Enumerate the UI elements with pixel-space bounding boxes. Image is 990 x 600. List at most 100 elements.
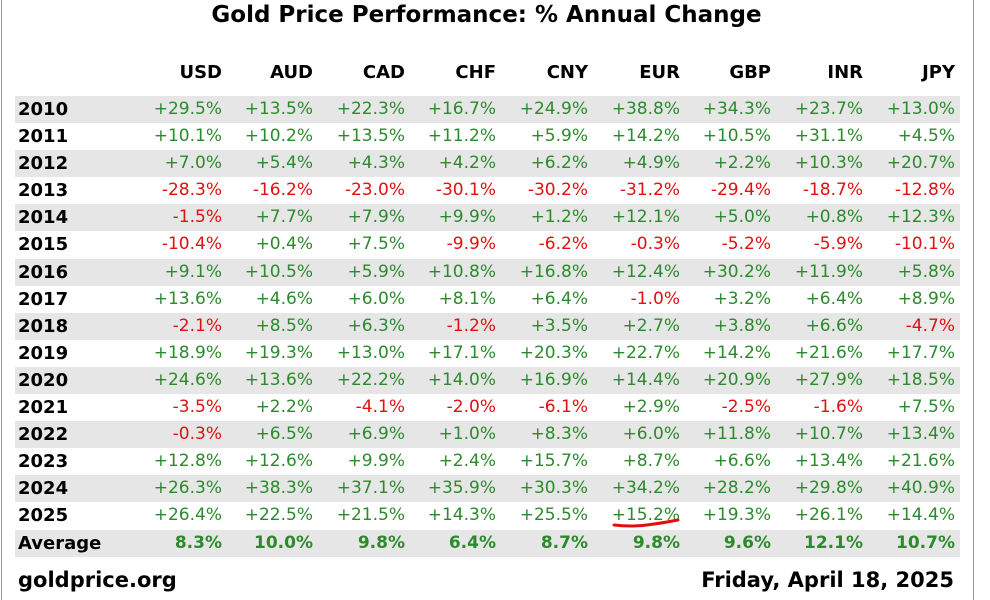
table-row: 2024 +26.3% +38.3% +37.1% +35.9% +30.3% +34.2%… xyxy=(15,475,960,503)
value-cell-chf: +14.3% xyxy=(427,505,496,526)
value-cell-cad: +21.5% xyxy=(336,505,405,526)
value-cell-jpy: -4.7% xyxy=(905,315,955,336)
value-cell-jpy: +13.4% xyxy=(886,424,955,445)
column-header-inr: INR xyxy=(827,62,863,83)
value-cell-cny: -30.2% xyxy=(527,180,588,201)
value-cell-chf: 6.4% xyxy=(448,532,496,553)
value-cell-aud: +10.5% xyxy=(244,261,313,282)
value-cell-gbp: +19.3% xyxy=(702,505,771,526)
value-cell-usd: +26.3% xyxy=(153,478,222,499)
value-cell-jpy: +8.9% xyxy=(897,288,955,309)
value-cell-gbp: +11.8% xyxy=(702,424,771,445)
table-row: 2021 -3.5% +2.2% -4.1% -2.0% -6.1% +2.9% -2.5% -… xyxy=(15,394,960,421)
value-cell-chf: +10.8% xyxy=(427,261,496,282)
value-cell-eur: +12.4% xyxy=(611,261,680,282)
value-cell-gbp: -5.2% xyxy=(721,234,771,255)
row-label: 2020 xyxy=(18,369,69,391)
value-cell-chf: -9.9% xyxy=(446,234,496,255)
value-cell-gbp: -29.4% xyxy=(710,180,771,201)
value-cell-aud: +2.2% xyxy=(255,397,313,418)
value-cell-usd: +24.6% xyxy=(153,369,222,390)
column-header-cad: CAD xyxy=(362,62,405,83)
value-cell-cad: -23.0% xyxy=(344,180,405,201)
value-cell-gbp: +30.2% xyxy=(702,261,771,282)
value-cell-cad: +13.5% xyxy=(336,126,405,147)
value-cell-inr: +27.9% xyxy=(794,369,863,390)
value-cell-inr: +11.9% xyxy=(794,261,863,282)
value-cell-aud: +38.3% xyxy=(244,478,313,499)
value-cell-gbp: +14.2% xyxy=(702,342,771,363)
value-cell-aud: +0.4% xyxy=(255,234,313,255)
value-cell-cad: 9.8% xyxy=(357,532,405,553)
row-label: 2018 xyxy=(18,315,69,337)
value-cell-chf: +16.7% xyxy=(427,99,496,119)
row-label: 2014 xyxy=(18,207,69,229)
value-cell-eur: +8.7% xyxy=(622,451,680,472)
value-cell-jpy: +12.3% xyxy=(886,207,955,228)
value-cell-inr: +6.6% xyxy=(805,315,863,336)
row-label: 2011 xyxy=(18,126,69,148)
value-cell-eur: -31.2% xyxy=(619,180,680,201)
value-cell-jpy: +14.4% xyxy=(886,505,955,526)
table-row: 2016 +9.1% +10.5% +5.9% +10.8% +16.8% +12.4% +3… xyxy=(15,258,960,286)
value-cell-usd: -2.1% xyxy=(172,315,222,336)
value-cell-inr: +13.4% xyxy=(794,451,863,472)
value-cell-cad: +22.2% xyxy=(336,369,405,390)
table-row: 2011 +10.1% +10.2% +13.5% +11.2% +5.9% +14.2% +… xyxy=(15,123,960,150)
column-header-chf: CHF xyxy=(455,62,496,83)
column-header-usd: USD xyxy=(179,62,222,83)
value-cell-usd: +29.5% xyxy=(153,99,222,119)
value-cell-aud: 10.0% xyxy=(254,532,313,553)
table-row: 2015 -10.4% +0.4% +7.5% -9.9% -6.2% -0.3% -5.2%… xyxy=(15,231,960,258)
value-cell-cny: -6.1% xyxy=(538,397,588,418)
value-cell-gbp: +6.6% xyxy=(713,451,771,472)
value-cell-jpy: -10.1% xyxy=(894,234,955,255)
value-cell-inr: 12.1% xyxy=(804,532,863,553)
value-cell-cad: +9.9% xyxy=(347,451,405,472)
red-underline-annotation xyxy=(612,518,680,528)
row-label: 2010 xyxy=(18,99,69,120)
value-cell-chf: +2.4% xyxy=(438,451,496,472)
value-cell-jpy: +20.7% xyxy=(886,153,955,174)
row-label: 2024 xyxy=(18,478,69,500)
value-cell-jpy: +17.7% xyxy=(886,342,955,363)
row-label: 2016 xyxy=(18,261,69,283)
value-cell-eur: +14.4% xyxy=(611,369,680,390)
table-row: 2014 -1.5% +7.7% +7.9% +9.9% +1.2% +12.1% +5.0%… xyxy=(15,204,960,232)
value-cell-cny: +1.2% xyxy=(530,207,588,228)
column-header-aud: AUD xyxy=(270,62,313,83)
value-cell-cny: +3.5% xyxy=(530,315,588,336)
table-row: 2025 +26.4% +22.5% +21.5% +14.3% +25.5% +15.2%… xyxy=(15,502,960,529)
column-header-jpy: JPY xyxy=(922,62,955,83)
value-cell-eur: +2.9% xyxy=(622,397,680,418)
value-cell-usd: -3.5% xyxy=(172,397,222,418)
value-cell-aud: +19.3% xyxy=(244,342,313,363)
value-cell-gbp: 9.6% xyxy=(723,532,771,553)
value-cell-aud: +4.6% xyxy=(255,288,313,309)
value-cell-inr: -1.6% xyxy=(813,397,863,418)
value-cell-gbp: +28.2% xyxy=(702,478,771,499)
value-cell-gbp: +34.3% xyxy=(702,99,771,119)
value-cell-chf: +8.1% xyxy=(438,288,496,309)
table-row: 2010 +29.5% +13.5% +22.3% +16.7% +24.9% +38.8%… xyxy=(15,96,960,124)
value-cell-cad: -4.1% xyxy=(355,397,405,418)
row-label: Average xyxy=(18,532,102,554)
value-cell-eur: -0.3% xyxy=(630,234,680,255)
row-label: 2022 xyxy=(18,424,69,446)
value-cell-eur: +15.2% xyxy=(611,505,680,526)
row-label: 2025 xyxy=(18,505,69,527)
header-row: USD AUD CAD CHF CNY EUR GBP INR JPY xyxy=(15,58,960,88)
value-cell-aud: +10.2% xyxy=(244,126,313,147)
value-cell-usd: -28.3% xyxy=(161,180,222,201)
value-cell-gbp: +3.8% xyxy=(713,315,771,336)
table-row: 2018 -2.1% +8.5% +6.3% -1.2% +3.5% +2.7% +3.8% +… xyxy=(15,312,960,340)
value-cell-usd: +7.0% xyxy=(164,153,222,174)
value-cell-inr: +0.8% xyxy=(805,207,863,228)
value-cell-eur: -1.0% xyxy=(630,288,680,309)
value-cell-chf: +11.2% xyxy=(427,126,496,147)
table-row: 2019 +18.9% +19.3% +13.0% +17.1% +20.3% +22.7%… xyxy=(15,340,960,367)
value-cell-cad: +6.0% xyxy=(347,288,405,309)
value-cell-cny: +6.2% xyxy=(530,153,588,174)
value-cell-cad: +7.9% xyxy=(347,207,405,228)
value-cell-chf: +9.9% xyxy=(438,207,496,228)
